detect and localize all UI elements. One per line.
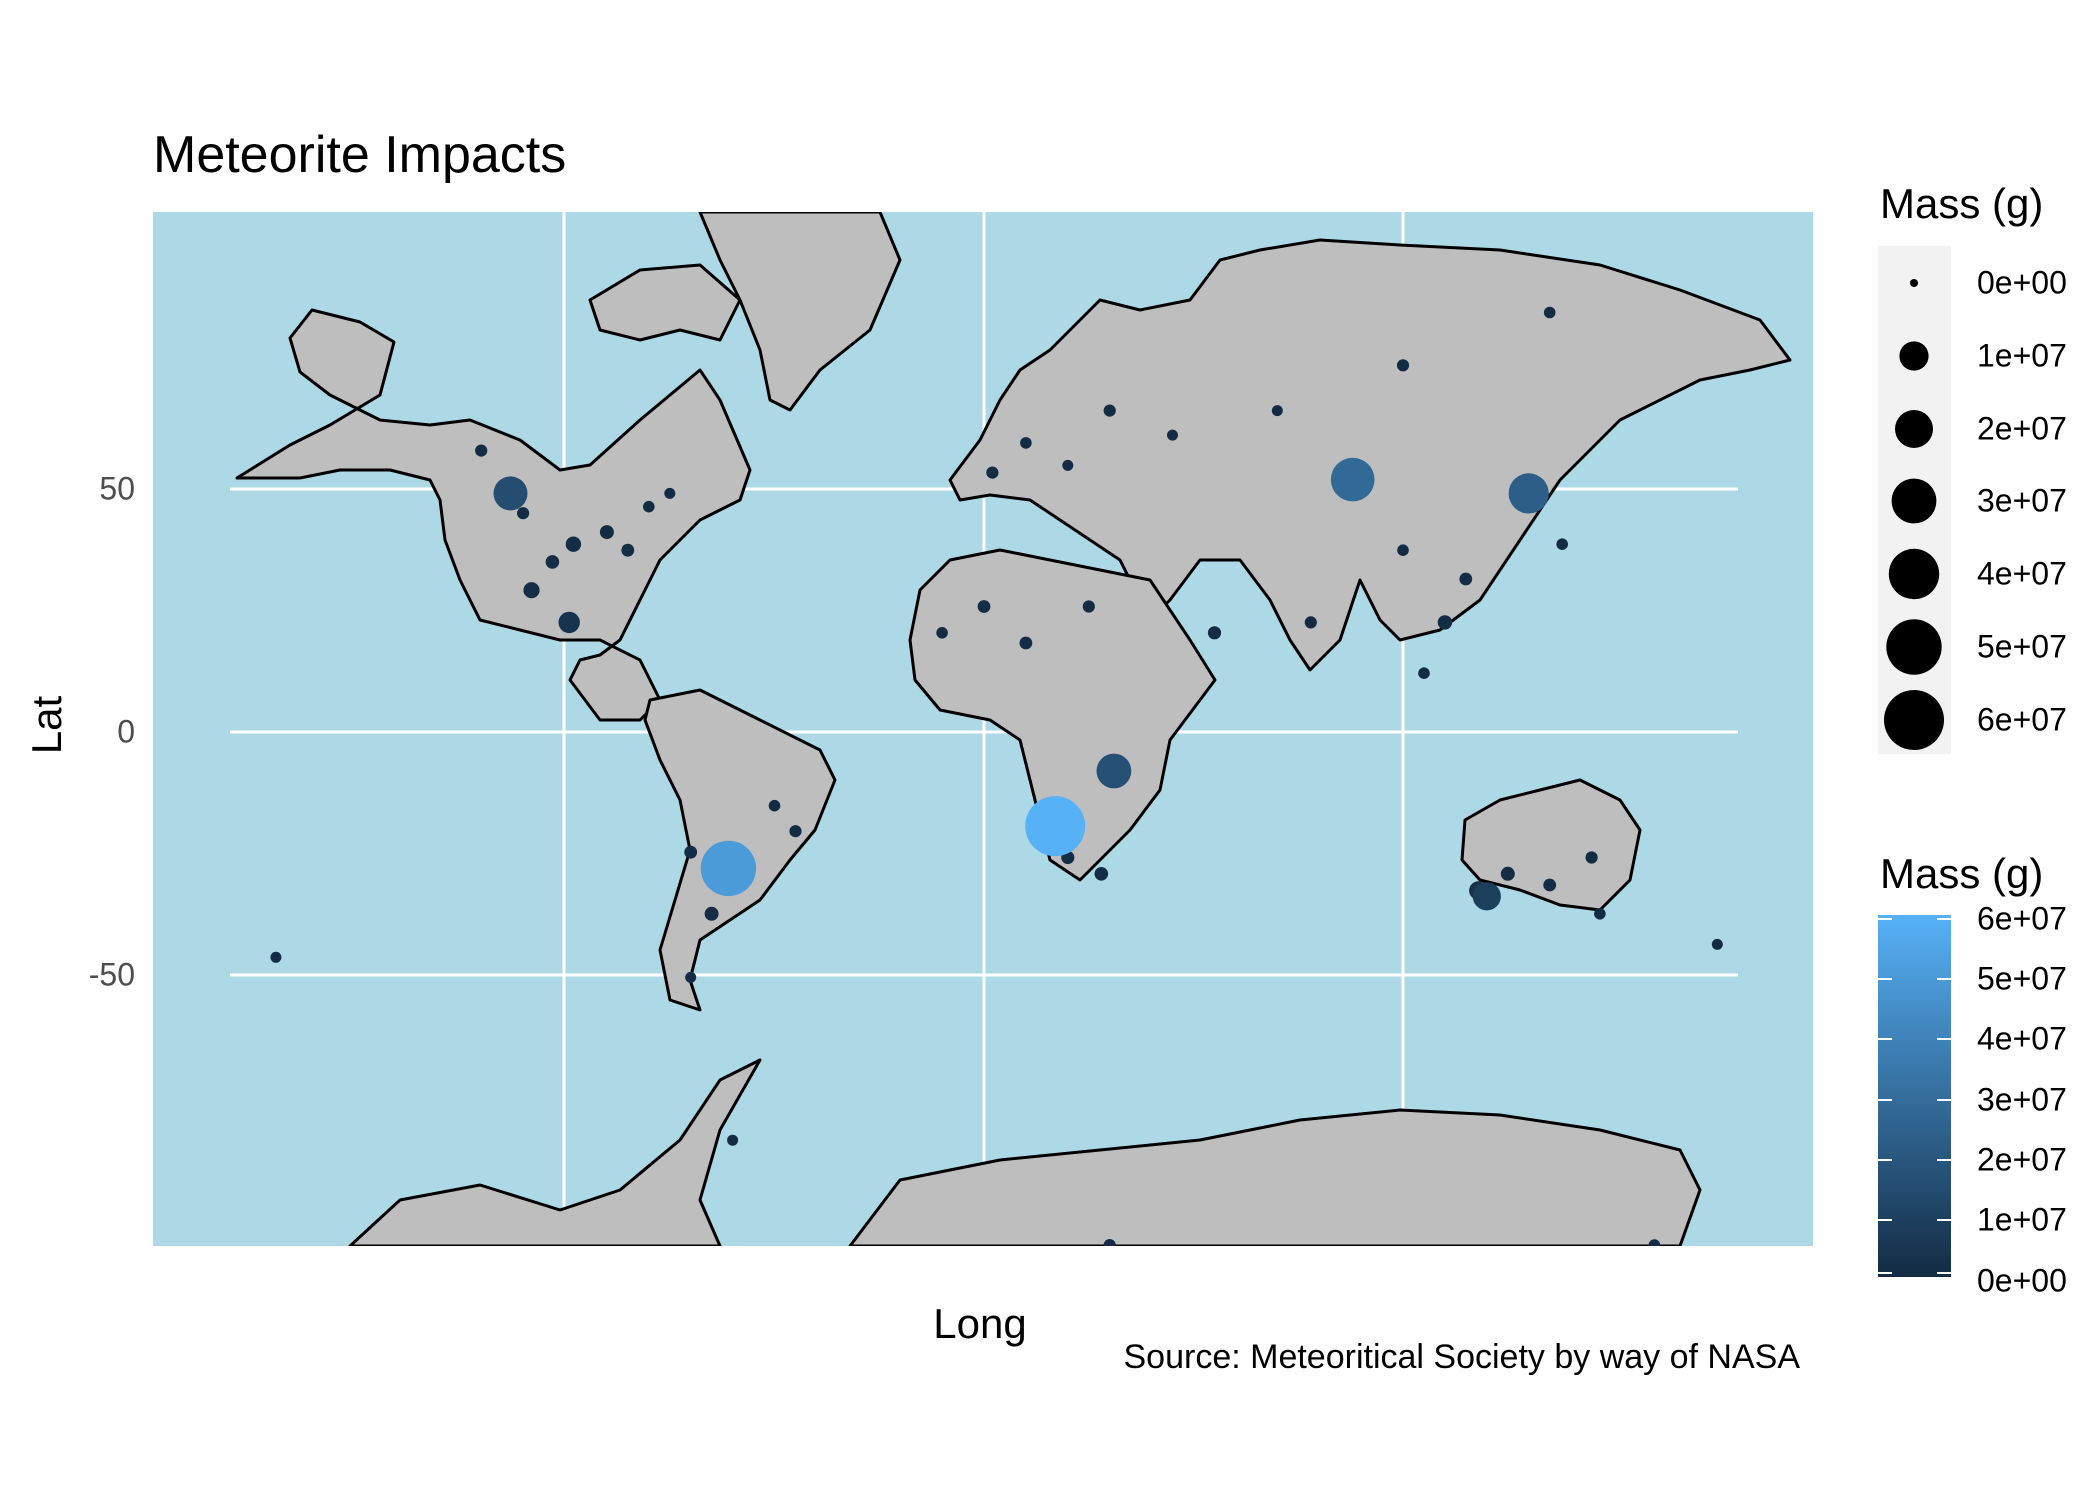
meteorite-point (986, 466, 999, 479)
color-legend-title: Mass (g) (1880, 850, 2044, 897)
size-legend-title: Mass (g) (1880, 180, 2044, 227)
meteorite-point (685, 971, 697, 983)
meteorite-point (1418, 667, 1430, 679)
meteorite-point (1304, 616, 1317, 629)
color-legend-label-2: 4e+07 (1977, 1020, 2067, 1057)
meteorite-point (1594, 908, 1606, 920)
size-legend-label-0: 0e+00 (1977, 264, 2067, 301)
meteorite-point (1543, 878, 1557, 892)
meteorite-point (493, 476, 528, 511)
color-legend-gradient-bar (1878, 915, 1951, 1277)
meteorite-point (523, 582, 540, 599)
color-legend-label-6: 0e+00 (1977, 1262, 2067, 1299)
meteorite-point (977, 600, 991, 613)
meteorite-point (565, 536, 582, 552)
meteorite-point (1437, 615, 1453, 630)
meteorite-point (936, 627, 948, 639)
meteorite-point (1500, 866, 1515, 881)
meteorite-point (704, 906, 719, 921)
meteorite-point (475, 444, 488, 457)
meteorite-point (1711, 938, 1723, 950)
y-tick-minus50: -50 (88, 956, 135, 993)
landmass-africa (908, 548, 1217, 882)
meteorite-point (1019, 636, 1033, 650)
meteorite-point (1082, 600, 1095, 613)
meteorite-point (1508, 473, 1549, 514)
meteorite-point (1648, 1239, 1661, 1246)
meteorite-point (1472, 882, 1501, 911)
meteorite-point (1543, 306, 1556, 319)
meteorite-point (643, 500, 655, 513)
meteorite-point (599, 525, 614, 540)
color-legend-label-3: 3e+07 (1977, 1081, 2067, 1118)
landmass-north-america (235, 308, 752, 722)
meteorite-point (700, 840, 757, 897)
meteorite-point (517, 507, 530, 520)
meteorite-point (1556, 538, 1568, 550)
meteorite-point (789, 825, 802, 838)
landmasses (235, 212, 1792, 1246)
size-legend-symbol (1899, 341, 1929, 371)
landmass-antarctica (348, 1058, 1702, 1246)
color-legend-label-5: 1e+07 (1977, 1201, 2067, 1238)
meteorite-point (1096, 753, 1132, 789)
meteorite-point (558, 611, 580, 634)
color-legend-label-0: 6e+07 (1977, 900, 2067, 937)
meteorite-point (684, 845, 698, 859)
meteorite-point (1103, 404, 1116, 417)
y-tick-0: 0 (117, 713, 135, 750)
size-legend-label-5: 5e+07 (1977, 628, 2067, 665)
meteorite-point (664, 487, 676, 499)
meteorite-point (1330, 457, 1375, 502)
size-legend-label-4: 4e+07 (1977, 555, 2067, 592)
size-legend-label-6: 6e+07 (1977, 701, 2067, 738)
meteorite-point (1207, 626, 1222, 640)
color-legend-label-4: 2e+07 (1977, 1141, 2067, 1178)
landmass-canadian-arctic (588, 263, 742, 342)
meteorite-point (1103, 1239, 1116, 1246)
meteorite-point (1271, 405, 1283, 417)
meteorite-point (1094, 867, 1109, 881)
size-legend-label-3: 3e+07 (1977, 482, 2067, 519)
meteorite-point (621, 543, 635, 557)
meteorite-point (1397, 544, 1409, 556)
source-caption: Source: Meteoritical Society by way of N… (1123, 1338, 1801, 1376)
size-legend-symbol (1910, 279, 1918, 287)
meteorite-point (1167, 429, 1178, 441)
meteorite-point (1396, 359, 1410, 372)
size-legend-label-1: 1e+07 (1977, 337, 2067, 374)
size-legend-label-2: 2e+07 (1977, 410, 2067, 447)
x-axis-label: Long (933, 1300, 1027, 1347)
map-panel (153, 212, 1813, 1246)
meteorite-point (270, 951, 282, 963)
color-legend-label-1: 5e+07 (1977, 960, 2067, 997)
meteorite-point (1062, 459, 1074, 471)
y-tick-50: 50 (99, 470, 135, 507)
size-legend-symbol (1891, 478, 1937, 524)
meteorite-point (1459, 572, 1473, 586)
meteorite-point (1585, 851, 1598, 864)
meteorite-point (1025, 796, 1086, 857)
size-legend-symbol (1895, 410, 1933, 448)
size-legend-symbol (1886, 619, 1942, 675)
size-legend-symbol (1884, 690, 1944, 750)
meteorite-points (270, 306, 1723, 1246)
chart-title: Meteorite Impacts (153, 126, 567, 184)
meteorite-point (1020, 437, 1032, 449)
meteorite-point (727, 1134, 739, 1146)
meteorite-point (768, 799, 781, 812)
size-legend-symbol (1888, 548, 1940, 600)
meteorite-point (545, 555, 560, 569)
landmass-greenland (698, 212, 902, 412)
